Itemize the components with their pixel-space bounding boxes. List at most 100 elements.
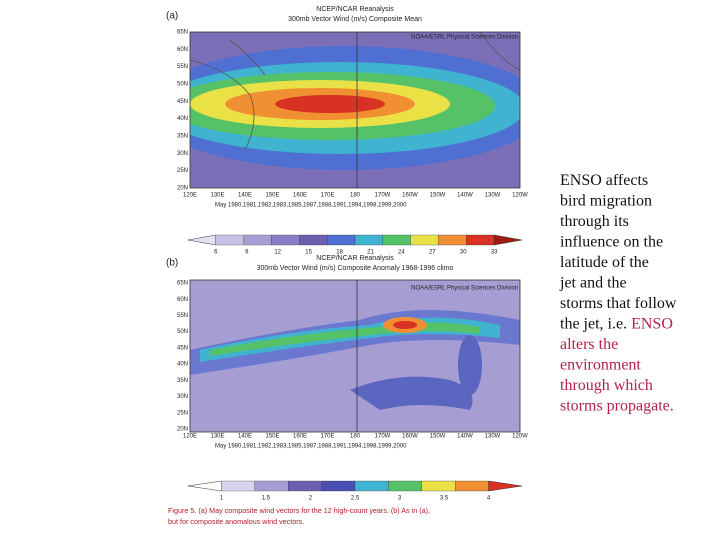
colorbar-label: 18 <box>336 250 343 256</box>
lon-label: 160E <box>293 434 307 440</box>
colorbar-swatch <box>254 480 289 492</box>
colorbar-swatch <box>271 234 300 246</box>
lon-label: 140E <box>238 434 252 440</box>
colorbar-label: 1 <box>220 496 224 502</box>
lon-label: 160W <box>402 193 418 199</box>
lat-label: 20N <box>177 427 188 433</box>
colorbar-swatch <box>299 234 328 246</box>
colorbar-end <box>488 480 523 492</box>
side-text-line: storms that follow <box>560 295 677 312</box>
side-text-line: jet and the <box>559 274 627 291</box>
lat-label: 40N <box>177 362 188 368</box>
colorbar-label: 1.5 <box>262 496 271 502</box>
lon-label: 140W <box>457 434 473 440</box>
colorbar-swatch <box>455 480 489 492</box>
lon-label: 150W <box>430 193 446 199</box>
colorbar-label: 15 <box>305 250 312 256</box>
side-text: influence on the <box>560 233 663 250</box>
lat-label: 50N <box>177 329 188 335</box>
colorbar-swatch <box>221 480 255 492</box>
panel-title: NCEP/NCAR Reanalysis <box>316 255 394 262</box>
caption: Figure 5. (a) May composite wind vectors… <box>168 506 430 515</box>
lon-label: 160E <box>293 193 307 199</box>
lon-label: 130E <box>210 434 224 440</box>
credit: NOAA/ESRL Physical Sciences Division <box>411 35 518 41</box>
lon-label: 120W <box>512 193 528 199</box>
side-text: alters the <box>560 336 618 353</box>
panel-title: 300mb Vector Wind (m/s) Composite Anomal… <box>257 265 454 272</box>
colorbar-label: 3.5 <box>440 496 449 502</box>
side-text: through its <box>560 213 629 230</box>
colorbar-label: 12 <box>274 250 281 256</box>
lat-label: 35N <box>177 378 188 384</box>
lat-label: 65N <box>177 30 188 36</box>
lat-label: 45N <box>177 99 188 105</box>
colorbar-label: 33 <box>491 250 498 256</box>
lat-label: 20N <box>177 186 188 192</box>
lat-label: 60N <box>177 47 188 53</box>
lon-label: 130W <box>485 193 501 199</box>
colorbar-label: 24 <box>398 250 405 256</box>
lon-label: 150E <box>265 193 279 199</box>
colorbar-label: 21 <box>367 250 374 256</box>
lat-label: 50N <box>177 82 188 88</box>
lat-label: 40N <box>177 116 188 122</box>
lon-label: 180 <box>350 434 361 440</box>
lat-label: 30N <box>177 394 188 400</box>
lat-label: 65N <box>177 281 188 287</box>
side-text-line: influence on the <box>560 233 663 250</box>
colorbar-swatch <box>243 234 272 246</box>
lon-label: 120W <box>512 434 528 440</box>
side-text-line: storms propagate. <box>560 397 674 414</box>
lat-label: 55N <box>177 64 188 70</box>
colorbar-label: 27 <box>429 250 436 256</box>
colorbar-swatch <box>438 234 467 246</box>
colorbar-label: 30 <box>460 250 467 256</box>
lon-label: 140W <box>457 193 473 199</box>
colorbar-swatch <box>382 234 411 246</box>
credit: NOAA/ESRL Physical Sciences Division <box>411 286 518 292</box>
lon-label: 130W <box>485 434 501 440</box>
panel-title: 300mb Vector Wind (m/s) Composite Mean <box>288 16 422 23</box>
lon-label: 170E <box>320 193 334 199</box>
lat-label: 25N <box>177 410 188 416</box>
lat-label: 25N <box>177 168 188 174</box>
colorbar-end <box>187 234 217 246</box>
colorbar-swatch <box>327 234 356 246</box>
colorbar-swatch <box>288 480 322 492</box>
side-text: latitude of the <box>560 254 649 271</box>
side-text: ENSO <box>631 315 673 332</box>
side-text-line: the jet, i.e. ENSO <box>560 315 673 332</box>
side-text-line: through which <box>560 377 653 394</box>
lat-label: 45N <box>177 345 188 351</box>
side-text-line: alters the <box>560 336 618 353</box>
side-text: storms propagate. <box>560 397 674 414</box>
side-text-line: bird migration <box>560 192 652 209</box>
side-text: bird migration <box>560 192 652 209</box>
lon-label: 170W <box>375 434 391 440</box>
colorbar-end <box>187 480 222 492</box>
colorbar-swatch <box>410 234 439 246</box>
panel-label: (b) <box>166 258 178 269</box>
side-text-line: latitude of the <box>560 254 649 271</box>
colorbar-label: 3 <box>398 496 402 502</box>
colorbar-swatch <box>466 234 495 246</box>
side-text-line: ENSO affects <box>560 172 648 189</box>
lon-label: 170W <box>375 193 391 199</box>
caption: but for composite anomalous wind vectors… <box>168 517 304 526</box>
lon-label: 120E <box>183 434 197 440</box>
side-text: environment <box>560 356 641 373</box>
panel-title: NCEP/NCAR Reanalysis <box>316 6 394 13</box>
colorbar-swatch <box>354 480 389 492</box>
colorbar-label: 4 <box>487 496 491 502</box>
colorbar-swatch <box>421 480 456 492</box>
lon-label: 120E <box>183 193 197 199</box>
side-text-line: environment <box>560 356 641 373</box>
map-a <box>190 32 520 188</box>
side-text: through which <box>560 377 653 394</box>
side-text: storms that follow <box>560 295 677 312</box>
colorbar-swatch <box>388 480 422 492</box>
lon-label: 140E <box>238 193 252 199</box>
colorbar-label: 2 <box>309 496 313 502</box>
side-text: the jet, i.e. <box>560 315 631 332</box>
